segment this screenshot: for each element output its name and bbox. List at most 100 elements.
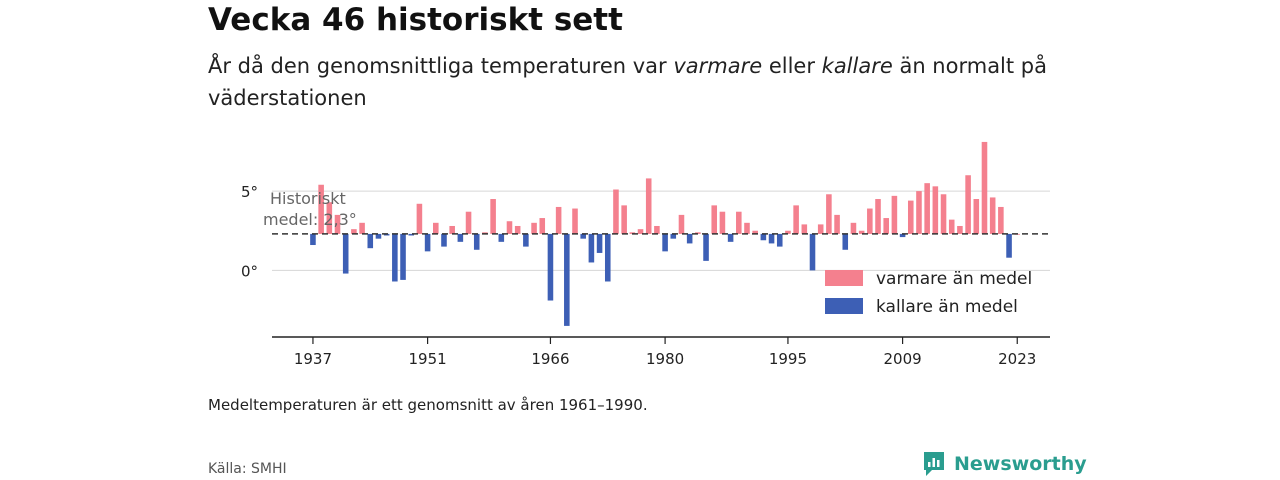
- bar-2020: [989, 197, 996, 234]
- x-tick-label: 1951: [409, 350, 447, 368]
- x-tick-label: 1937: [294, 350, 332, 368]
- subtitle-text-1: År då den genomsnittliga temperaturen va…: [208, 54, 674, 78]
- legend: varmare än medel kallare än medel: [825, 269, 1032, 317]
- bar-1998: [809, 233, 816, 271]
- source-text: Källa: SMHI: [208, 461, 287, 477]
- y-tick-label: 5°: [241, 183, 258, 201]
- bar-1951: [424, 233, 431, 252]
- bar-1997: [801, 224, 808, 234]
- bar-1960: [498, 233, 505, 242]
- subtitle-warm-word: varmare: [673, 54, 763, 78]
- bar-1979: [654, 225, 660, 234]
- bar-1983: [686, 233, 693, 244]
- y-tick-label: 0°: [241, 262, 258, 280]
- bar-2012: [924, 183, 930, 234]
- baseline-label-line1: Historiskt: [270, 189, 346, 208]
- bar-2019: [981, 141, 988, 234]
- bar-1974: [613, 189, 619, 234]
- bar-1989: [736, 211, 742, 234]
- bar-1965: [539, 218, 546, 234]
- bar-1943: [359, 222, 365, 234]
- bar-1958: [482, 232, 488, 234]
- chart-title: Vecka 46 historiskt sett: [208, 2, 623, 38]
- bar-1996: [793, 205, 799, 234]
- bar-1966: [547, 233, 554, 301]
- bar-1978: [645, 178, 652, 234]
- baseline-label-line2: medel: 2,3°: [263, 210, 357, 229]
- bar-1987: [719, 211, 726, 234]
- bar-1962: [514, 225, 521, 234]
- bar-1949: [408, 233, 415, 236]
- x-tick-label: 1995: [769, 350, 807, 368]
- bar-2008: [891, 195, 898, 234]
- bar-2017: [965, 175, 971, 234]
- brand-name: Newsworthy: [954, 453, 1087, 475]
- bar-1970: [580, 233, 586, 239]
- bar-1955: [457, 233, 464, 242]
- bar-1959: [490, 199, 496, 234]
- bar-1988: [727, 233, 734, 242]
- bar-1937: [310, 233, 316, 246]
- bar-1984: [695, 232, 701, 234]
- bar-1952: [433, 222, 439, 234]
- bar-1982: [678, 214, 685, 234]
- bar-1938: [318, 184, 324, 234]
- subtitle-text-3: än normalt på väderstationen: [208, 54, 1047, 110]
- subtitle-cold-word: kallare: [821, 54, 893, 78]
- x-tick-label: 1966: [531, 350, 569, 368]
- legend-swatch-cold: [825, 298, 863, 314]
- bars: [310, 141, 1021, 326]
- bar-1976: [629, 232, 636, 234]
- legend-label-warm: varmare än medel: [876, 269, 1032, 289]
- newsworthy-logo-icon: [924, 452, 944, 476]
- bar-2011: [916, 191, 922, 234]
- bar-1963: [523, 233, 529, 247]
- bar-2004: [858, 230, 865, 234]
- bar-1999: [817, 224, 824, 234]
- bar-1957: [473, 233, 480, 250]
- subtitle-text-2: eller: [762, 54, 822, 78]
- bar-1944: [367, 233, 374, 249]
- bar-2000: [826, 194, 832, 234]
- bar-2022: [1006, 233, 1012, 258]
- bar-1972: [596, 233, 603, 253]
- bar-2007: [883, 218, 889, 234]
- bar-1946: [383, 233, 390, 236]
- bar-2005: [867, 208, 873, 234]
- bar-2018: [973, 199, 980, 234]
- y-axis: 0° 5°: [241, 183, 258, 280]
- x-tick-label: 1980: [646, 350, 684, 368]
- bar-2003: [850, 222, 857, 234]
- bar-1948: [400, 233, 406, 280]
- bar-1971: [588, 233, 595, 263]
- bar-2010: [907, 200, 914, 234]
- bar-1977: [637, 229, 644, 234]
- bar-1961: [506, 221, 513, 234]
- x-axis: 1937 1951 1966 1980 1995 2009 2023: [294, 337, 1036, 368]
- bar-1940: [334, 214, 341, 234]
- bar-1954: [449, 225, 455, 234]
- bar-2006: [875, 199, 881, 234]
- legend-label-cold: kallare än medel: [876, 297, 1018, 317]
- bar-1947: [392, 233, 398, 282]
- bar-2021: [998, 206, 1004, 234]
- bar-1942: [351, 229, 357, 234]
- bar-1985: [703, 233, 709, 261]
- bar-1993: [768, 233, 775, 244]
- bar-1986: [711, 205, 718, 234]
- brand-logo: Newsworthy: [922, 450, 1087, 478]
- legend-swatch-warm: [825, 270, 863, 286]
- footnote: Medeltemperaturen är ett genomsnitt av å…: [208, 396, 648, 414]
- bar-2015: [948, 219, 955, 234]
- bar-1991: [752, 230, 758, 234]
- bar-1981: [670, 233, 677, 239]
- bar-1950: [416, 203, 423, 234]
- bar-1973: [604, 233, 611, 282]
- bar-1969: [572, 208, 578, 234]
- bar-1941: [342, 233, 349, 274]
- bar-1967: [555, 206, 562, 234]
- bar-2009: [899, 233, 906, 238]
- bar-2014: [940, 194, 947, 234]
- bar-1994: [776, 233, 783, 247]
